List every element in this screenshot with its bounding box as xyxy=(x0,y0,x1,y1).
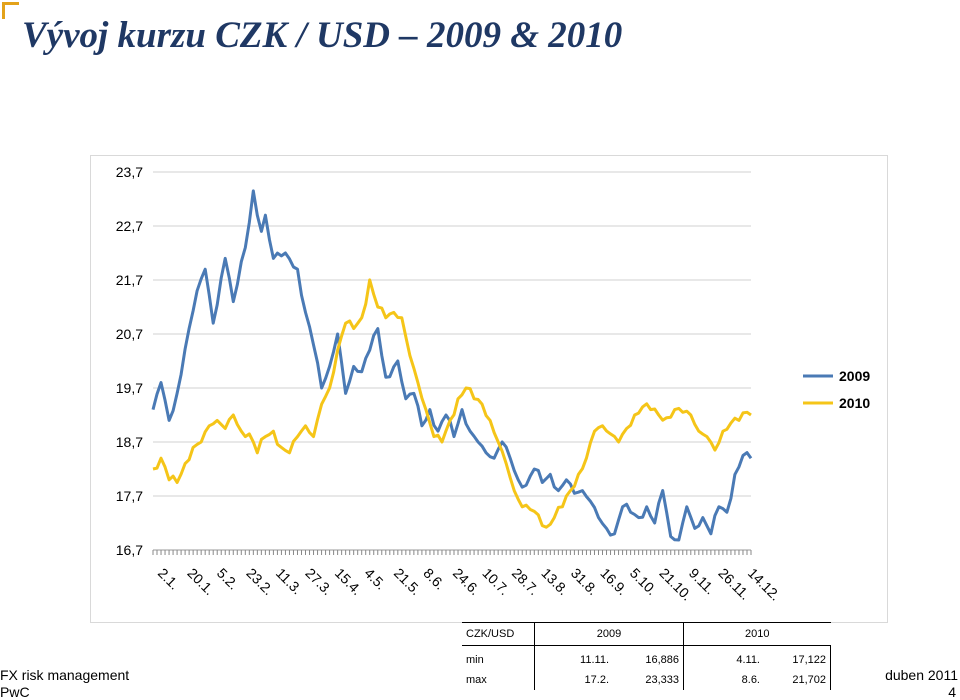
min-value-2009: 16,886 xyxy=(645,654,679,666)
chart-frame: 23,7 22,7 21,7 20,7 19,7 18,7 17,7 16,7 2.1. 20.… xyxy=(90,155,888,623)
min-value-2010: 17,122 xyxy=(764,650,831,670)
x-tick-label: 27.3. xyxy=(302,565,335,598)
x-tick-label: 31.8. xyxy=(568,565,601,598)
max-value-2009: 23,333 xyxy=(645,674,679,686)
row-label: max xyxy=(466,674,487,686)
x-tick-label: 11.3. xyxy=(273,565,306,598)
x-tick-label: 20.1. xyxy=(184,565,217,598)
x-axis-minor-ticks xyxy=(152,550,752,555)
y-tick-label: 17,7 xyxy=(116,488,143,504)
x-tick-label: 23.2. xyxy=(243,565,276,598)
page-number: 4 xyxy=(948,684,956,700)
chart-legend: 2009 2010 xyxy=(803,368,870,411)
x-tick-label: 5.10. xyxy=(627,565,660,598)
series-line-2010 xyxy=(152,278,752,529)
legend-label-2009: 2009 xyxy=(839,368,870,384)
slide-title: Vývoj kurzu CZK / USD – 2009 & 2010 xyxy=(22,15,623,56)
y-tick-label: 19,7 xyxy=(116,380,143,396)
footer-date: duben 2011 xyxy=(885,667,958,683)
line-chart: 23,7 22,7 21,7 20,7 19,7 18,7 17,7 16,7 2.1. 20.… xyxy=(116,164,871,604)
footer-section-title: FX risk management xyxy=(0,667,130,683)
summary-header-pair: CZK/USD xyxy=(462,622,535,646)
summary-spacer xyxy=(462,645,831,650)
row-label: min xyxy=(466,654,484,666)
x-tick-label: 21.5. xyxy=(391,565,424,598)
min-date-2010: 4.11. xyxy=(683,650,764,670)
summary-header-2010: 2010 xyxy=(683,622,831,646)
y-tick-label: 22,7 xyxy=(116,218,143,234)
series-line-2009 xyxy=(151,189,753,542)
summary-row-max: max 17.2. 23,333 8.6. 21,702 xyxy=(462,670,831,690)
max-date-2010: 8.6. xyxy=(683,670,764,690)
summary-header-row: CZK/USD 2009 2010 xyxy=(462,622,831,646)
y-tick-label: 23,7 xyxy=(116,164,143,180)
x-tick-label: 4.5. xyxy=(361,565,389,593)
x-tick-label: 8.6. xyxy=(420,565,448,593)
x-tick-label: 21.10. xyxy=(656,565,695,604)
x-tick-label: 10.7. xyxy=(479,565,512,598)
x-tick-label: 16.9. xyxy=(597,565,630,598)
y-axis-ticks: 23,7 22,7 21,7 20,7 19,7 18,7 17,7 16,7 xyxy=(116,164,143,558)
x-tick-label: 5.2. xyxy=(214,565,242,593)
min-date-2009: 11.11. xyxy=(534,650,613,670)
x-tick-label: 14.12. xyxy=(745,565,784,604)
x-tick-label: 15.4. xyxy=(332,565,365,598)
y-tick-label: 18,7 xyxy=(116,434,143,450)
series-lines xyxy=(151,189,753,542)
y-tick-label: 20,7 xyxy=(116,326,143,342)
summary-header-2009: 2009 xyxy=(534,622,684,646)
x-tick-label: 2.1. xyxy=(155,565,183,593)
x-tick-label: 26.11. xyxy=(715,565,753,603)
x-axis-ticks: 2.1. 20.1.5.2. 23.2.11.3.27.3.15.4.4.5. 21.… xyxy=(155,565,784,604)
footer-company: PwC xyxy=(0,684,30,700)
summary-table: CZK/USD 2009 2010 min 11.11. 16,886 4.11… xyxy=(462,622,831,690)
summary-row-min: min 11.11. 16,886 4.11. 17,122 xyxy=(462,650,831,670)
corner-accent xyxy=(2,2,19,19)
x-tick-label: 24.6. xyxy=(450,565,483,598)
y-tick-label: 16,7 xyxy=(116,542,143,558)
max-value-2010: 21,702 xyxy=(764,670,831,690)
max-date-2009: 17.2. xyxy=(534,670,613,690)
legend-label-2010: 2010 xyxy=(839,395,870,411)
x-tick-label: 13.8. xyxy=(538,565,571,598)
y-tick-label: 21,7 xyxy=(116,272,143,288)
x-tick-label: 28.7. xyxy=(509,565,542,598)
